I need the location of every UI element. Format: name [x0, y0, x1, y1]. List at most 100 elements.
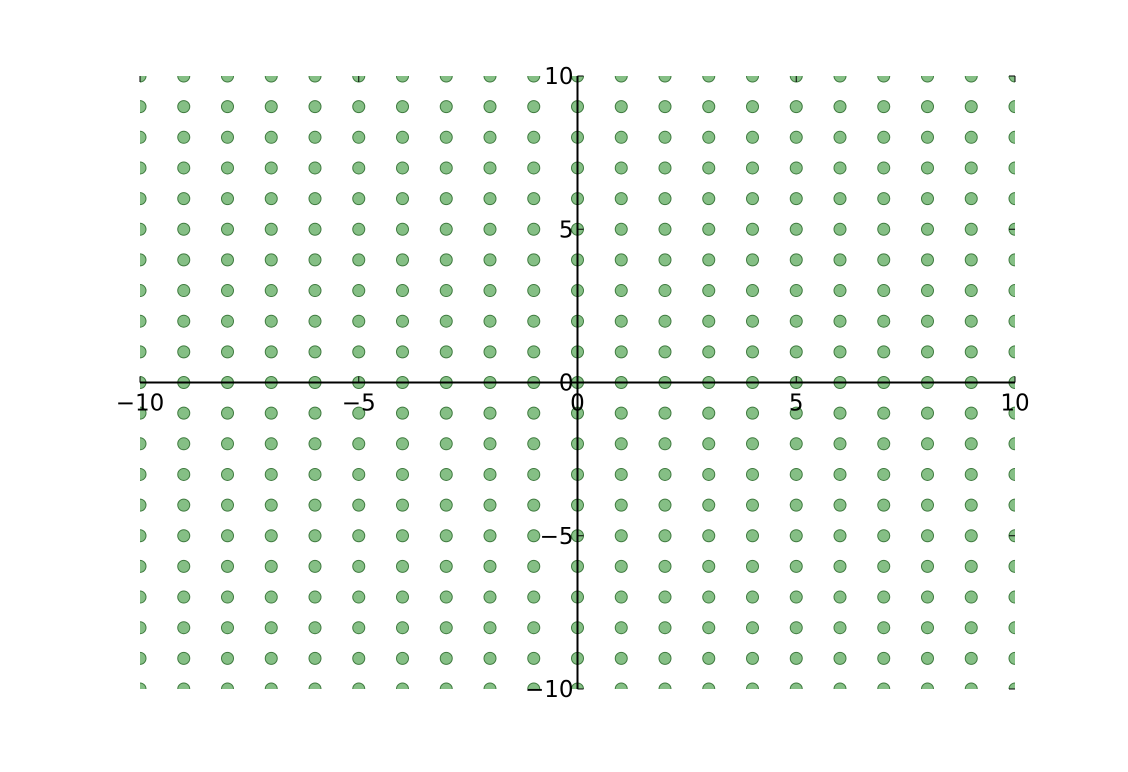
data-point	[1008, 130, 1015, 144]
data-point	[439, 406, 453, 420]
data-point	[746, 314, 759, 328]
data-point	[833, 467, 847, 481]
data-point	[352, 314, 366, 328]
data-point	[177, 130, 191, 144]
data-point	[746, 345, 759, 359]
data-point	[789, 284, 803, 298]
data-point	[308, 253, 322, 267]
data-point	[1008, 651, 1015, 665]
data-point	[1008, 682, 1015, 689]
data-point	[264, 192, 278, 206]
data-point	[833, 314, 847, 328]
x-tick-label: −10	[116, 391, 165, 417]
data-point	[396, 161, 409, 175]
data-point	[140, 314, 147, 328]
data-point	[140, 130, 147, 144]
data-point	[527, 161, 541, 175]
data-point	[746, 559, 759, 573]
data-point	[177, 253, 191, 267]
data-point	[396, 284, 409, 298]
data-point	[658, 345, 672, 359]
data-point	[702, 498, 716, 512]
data-point	[140, 76, 147, 83]
data-point	[264, 467, 278, 481]
data-point	[352, 192, 366, 206]
data-point	[702, 467, 716, 481]
data-point	[352, 590, 366, 604]
data-point	[746, 437, 759, 451]
data-point	[396, 345, 409, 359]
data-point	[921, 76, 934, 83]
data-point	[921, 100, 934, 114]
data-point	[964, 76, 978, 83]
data-point	[396, 314, 409, 328]
data-point	[439, 498, 453, 512]
data-point	[527, 222, 541, 236]
data-point	[352, 161, 366, 175]
data-point	[964, 130, 978, 144]
data-point	[614, 651, 628, 665]
data-point	[614, 222, 628, 236]
data-point	[964, 222, 978, 236]
data-point	[964, 192, 978, 206]
data-point	[264, 76, 278, 83]
data-point	[833, 651, 847, 665]
data-point	[746, 130, 759, 144]
data-point	[614, 467, 628, 481]
data-point	[140, 284, 147, 298]
data-point	[614, 621, 628, 635]
data-point	[614, 76, 628, 83]
data-point	[789, 100, 803, 114]
data-point	[177, 100, 191, 114]
data-point	[483, 76, 497, 83]
data-point	[964, 682, 978, 689]
data-point	[702, 345, 716, 359]
data-point	[614, 406, 628, 420]
data-point	[833, 100, 847, 114]
data-point	[527, 621, 541, 635]
data-point	[921, 192, 934, 206]
data-point	[614, 345, 628, 359]
data-point	[177, 590, 191, 604]
data-point	[396, 651, 409, 665]
data-point	[789, 467, 803, 481]
data-point	[439, 621, 453, 635]
data-point	[833, 222, 847, 236]
data-point	[264, 437, 278, 451]
data-point	[614, 437, 628, 451]
data-point	[746, 284, 759, 298]
data-point	[264, 161, 278, 175]
data-point	[264, 590, 278, 604]
data-point	[877, 222, 891, 236]
data-point	[177, 161, 191, 175]
data-point	[352, 682, 366, 689]
data-point	[789, 406, 803, 420]
data-point	[221, 590, 234, 604]
data-point	[308, 559, 322, 573]
data-point	[833, 192, 847, 206]
data-point	[308, 100, 322, 114]
data-point	[921, 406, 934, 420]
data-point	[527, 284, 541, 298]
data-point	[140, 651, 147, 665]
data-point	[177, 76, 191, 83]
data-point	[1008, 406, 1015, 420]
data-point	[614, 161, 628, 175]
data-point	[527, 406, 541, 420]
data-point	[746, 498, 759, 512]
data-point	[746, 621, 759, 635]
x-tick-label: 10	[1000, 391, 1029, 417]
data-point	[439, 590, 453, 604]
data-point	[746, 590, 759, 604]
data-point	[789, 529, 803, 543]
data-point	[921, 314, 934, 328]
data-point	[964, 621, 978, 635]
y-tick-label: 0	[559, 371, 574, 397]
data-point	[221, 100, 234, 114]
data-point	[221, 222, 234, 236]
data-point	[221, 284, 234, 298]
data-point	[789, 192, 803, 206]
data-point	[396, 130, 409, 144]
data-point	[921, 651, 934, 665]
